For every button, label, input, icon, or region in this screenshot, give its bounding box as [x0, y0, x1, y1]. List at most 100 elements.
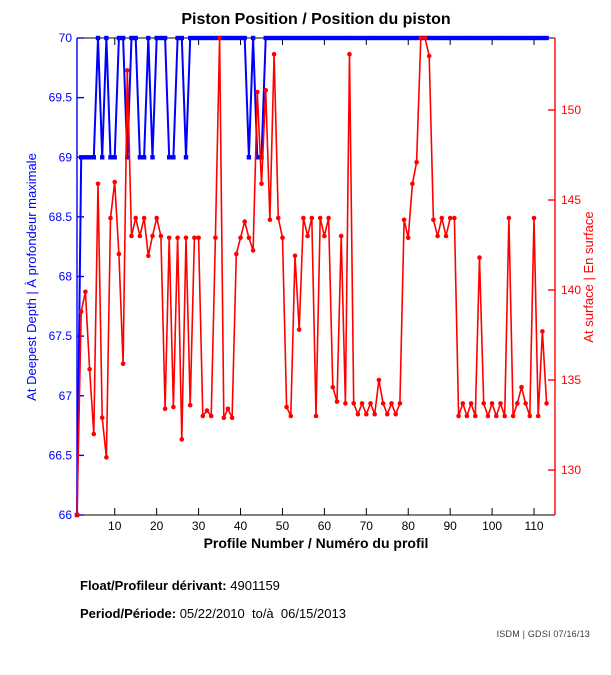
- data-point-square: [351, 35, 356, 41]
- data-point-circle: [502, 413, 508, 419]
- data-point-circle: [74, 512, 80, 518]
- x-tick-label: 70: [360, 519, 374, 533]
- data-point-square: [284, 35, 289, 41]
- data-point-circle: [431, 217, 436, 223]
- data-point-circle: [91, 431, 97, 437]
- right-tick-label: 135: [561, 373, 581, 387]
- data-point-circle: [263, 87, 269, 93]
- data-point-circle: [485, 413, 491, 419]
- data-point-circle: [225, 406, 231, 412]
- float-label: Float/Profileur dérivant:: [80, 578, 227, 593]
- data-point-circle: [460, 401, 466, 406]
- data-point-square: [91, 155, 96, 160]
- data-point-square: [372, 35, 377, 41]
- data-point-square: [460, 35, 465, 41]
- data-point-circle: [468, 401, 474, 406]
- data-point-circle: [439, 215, 445, 221]
- data-point-circle: [242, 219, 247, 224]
- data-point-circle: [129, 233, 134, 239]
- data-point-square: [171, 155, 176, 160]
- left-tick-label: 70: [59, 31, 73, 45]
- data-point-circle: [108, 215, 113, 221]
- data-point-square: [322, 35, 327, 41]
- data-point-circle: [204, 408, 210, 413]
- data-point-circle: [78, 309, 84, 314]
- data-point-square: [468, 35, 474, 41]
- data-point-circle: [473, 413, 478, 419]
- data-point-square: [288, 35, 293, 41]
- right-tick-label: 145: [561, 193, 581, 207]
- data-point-circle: [544, 401, 549, 406]
- data-point-circle: [393, 411, 399, 417]
- data-point-square: [133, 35, 138, 41]
- data-point-circle: [154, 215, 159, 221]
- x-tick-label: 100: [482, 519, 502, 533]
- period-value: 05/22/2010 to/à 06/15/2013: [176, 606, 346, 621]
- data-point-square: [355, 35, 361, 41]
- data-point-circle: [376, 377, 382, 383]
- data-point-circle: [87, 366, 92, 372]
- data-point-square: [498, 35, 503, 41]
- x-tick-label: 20: [150, 519, 164, 533]
- data-point-square: [544, 35, 549, 41]
- x-tick-label: 50: [276, 519, 290, 533]
- data-point-square: [255, 155, 260, 160]
- data-point-circle: [288, 413, 294, 419]
- data-point-square: [452, 35, 457, 41]
- data-point-square: [100, 155, 105, 160]
- isdm-watermark: ISDM | GDSI 07/16/13: [496, 629, 590, 639]
- data-point-circle: [296, 327, 302, 332]
- data-point-circle: [397, 401, 403, 406]
- data-point-square: [439, 35, 444, 41]
- data-point-circle: [175, 235, 180, 241]
- left-y-axis-label: At Deepest Depth | À profondeur maximale: [24, 153, 39, 401]
- data-point-circle: [83, 289, 88, 295]
- data-point-square: [443, 35, 449, 41]
- data-point-square: [150, 155, 155, 160]
- data-point-circle: [179, 437, 185, 442]
- data-point-square: [481, 35, 486, 41]
- data-point-square: [129, 35, 134, 41]
- data-point-square: [292, 35, 298, 41]
- data-point-square: [380, 35, 386, 41]
- data-point-circle: [343, 401, 348, 406]
- data-point-circle: [284, 404, 289, 410]
- left-tick-label: 66: [59, 508, 73, 522]
- data-point-square: [368, 35, 373, 41]
- data-point-square: [523, 35, 528, 41]
- data-point-circle: [196, 235, 201, 241]
- data-point-circle: [326, 215, 331, 221]
- data-point-circle: [137, 233, 143, 239]
- data-point-circle: [313, 413, 319, 419]
- data-point-circle: [259, 181, 264, 187]
- data-point-circle: [221, 415, 227, 421]
- data-point-circle: [192, 235, 197, 241]
- data-point-circle: [355, 411, 361, 417]
- x-tick-label: 40: [234, 519, 248, 533]
- data-point-square: [141, 155, 147, 160]
- data-point-square: [83, 155, 88, 160]
- data-point-square: [389, 35, 394, 41]
- data-point-circle: [435, 233, 440, 239]
- data-point-square: [502, 35, 507, 41]
- data-point-circle: [385, 411, 390, 417]
- left-axis-ticks: 66 66.5 67 67.5 68 68.5 69 69.5 70: [49, 31, 84, 522]
- data-point-circle: [238, 235, 243, 241]
- data-point-circle: [146, 253, 151, 259]
- data-point-square: [234, 35, 239, 41]
- x-axis-ticks: 10 20 30 40 50 60 70 80 90 100 110: [108, 38, 544, 533]
- data-point-circle: [292, 253, 298, 259]
- data-point-circle: [410, 181, 415, 187]
- data-point-circle: [489, 401, 495, 406]
- data-point-circle: [141, 215, 147, 221]
- data-point-circle: [305, 233, 310, 239]
- data-point-square: [318, 35, 323, 41]
- data-point-circle: [322, 233, 327, 239]
- data-point-circle: [447, 215, 453, 221]
- data-point-circle: [213, 235, 218, 241]
- data-point-square: [179, 35, 184, 41]
- period-line: Period/Période: 05/22/2010 to/à 06/15/20…: [80, 606, 346, 621]
- data-point-circle: [359, 401, 365, 406]
- data-point-square: [221, 35, 226, 41]
- data-point-square: [385, 35, 390, 41]
